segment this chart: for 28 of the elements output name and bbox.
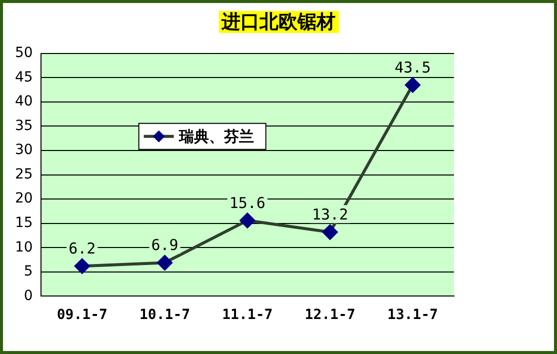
y-tick-label: 0 xyxy=(24,288,33,304)
chart-title: 进口北欧锯材 xyxy=(218,11,338,33)
y-tick-label: 40 xyxy=(14,94,33,110)
legend-label: 瑞典、芬兰 xyxy=(178,127,254,146)
point xyxy=(405,77,420,92)
x-tick-label: 10.1-7 xyxy=(139,307,190,324)
point xyxy=(240,212,255,228)
y-tick-label: 30 xyxy=(14,142,33,158)
y-tick-label: 25 xyxy=(14,166,33,182)
y-tick-label: 35 xyxy=(14,118,33,134)
x-tick-label: 11.1-7 xyxy=(222,307,273,324)
x-tick-label: 09.1-7 xyxy=(56,307,108,324)
y-tick-label: 20 xyxy=(14,190,33,207)
y-tick-label: 50 xyxy=(14,45,33,62)
y-tick-label: 10 xyxy=(14,239,33,256)
data-label: 6.9 xyxy=(151,236,178,254)
data-label: 13.2 xyxy=(312,205,348,224)
y-tick-label: 5 xyxy=(24,264,33,280)
data-label: 6.2 xyxy=(68,239,96,258)
data-label: 15.6 xyxy=(229,194,266,212)
point xyxy=(322,224,338,240)
y-tick-label: 15 xyxy=(14,215,33,231)
y-tick-label: 45 xyxy=(14,69,33,86)
x-tick-label: 12.1-7 xyxy=(304,307,356,324)
point xyxy=(74,258,90,274)
point xyxy=(157,255,172,270)
data-label: 43.5 xyxy=(394,58,431,76)
x-tick-label: 13.1-7 xyxy=(387,307,438,324)
